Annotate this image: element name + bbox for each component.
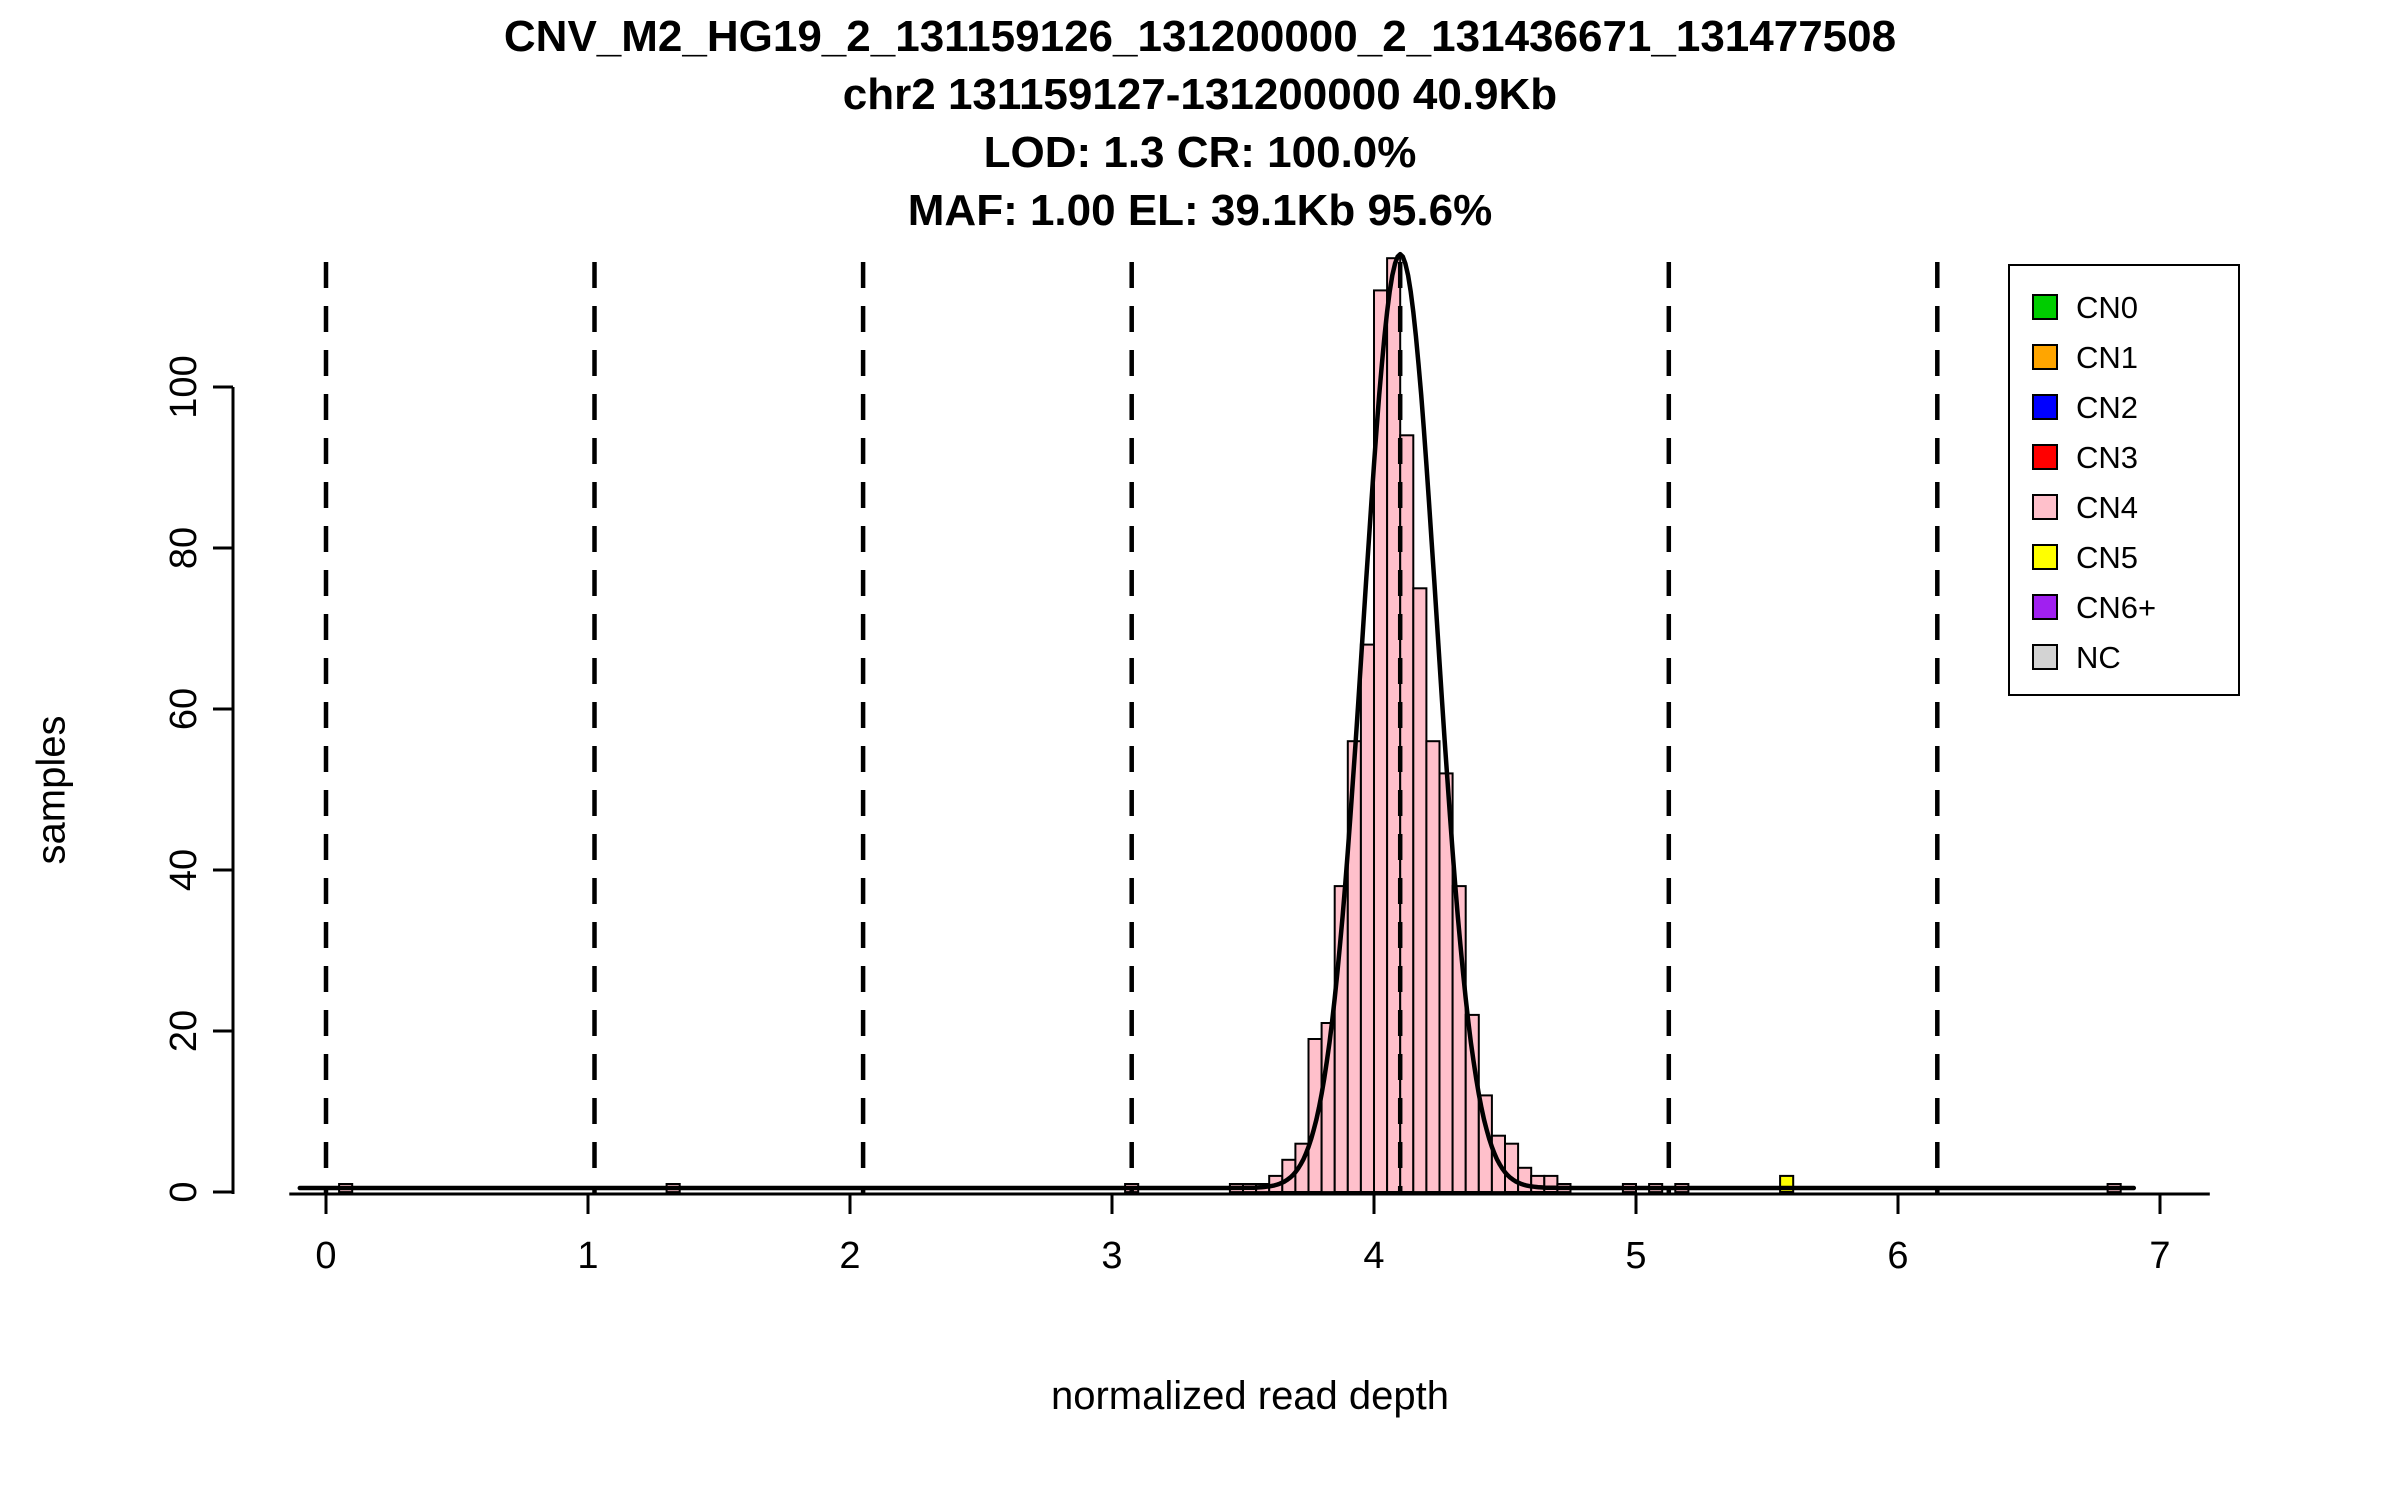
x-tick-label: 5: [1625, 1235, 1646, 1277]
y-axis-title: samples: [29, 715, 74, 865]
legend-label: CN5: [2076, 539, 2139, 575]
legend-label: CN2: [2076, 389, 2139, 425]
legend-item-cn6plus: CN6+: [2032, 582, 2238, 632]
legend-item-cn3: CN3: [2032, 432, 2238, 482]
legend-item-cn5: CN5: [2032, 532, 2238, 582]
legend-item-cn4: CN4: [2032, 482, 2238, 532]
legend-swatch-icon: [2032, 644, 2058, 670]
x-tick-label: 0: [315, 1235, 336, 1277]
histogram-bar: [1412, 587, 1428, 1194]
legend-swatch-icon: [2032, 394, 2058, 420]
plot-subtitle-lod: LOD: 1.3 CR: 100.0%: [983, 128, 1417, 177]
legend-swatch-icon: [2032, 594, 2058, 620]
histogram-bar: [1517, 1166, 1533, 1194]
legend-item-cn2: CN2: [2032, 382, 2238, 432]
x-axis-title: normalized read depth: [1050, 1374, 1450, 1418]
x-tick-label: 1: [577, 1235, 598, 1277]
legend-label: CN0: [2076, 289, 2139, 325]
y-tick-label: 80: [163, 527, 205, 569]
density-curve: [297, 251, 2137, 1191]
legend-item-cn1: CN1: [2032, 332, 2238, 382]
legend-label: CN1: [2076, 339, 2139, 375]
plot-subtitle-region: chr2 131159127-131200000 40.9Kb: [842, 70, 1558, 119]
y-tick-label: 100: [163, 355, 205, 418]
legend-label: CN3: [2076, 439, 2139, 475]
legend-item-cn0: CN0: [2032, 282, 2238, 332]
legend-label: NC: [2076, 639, 2121, 675]
legend-swatch-icon: [2032, 344, 2058, 370]
x-tick-label: 6: [1887, 1235, 1908, 1277]
y-tick-label: 20: [163, 1010, 205, 1052]
legend-item-nc: NC: [2032, 632, 2238, 682]
y-tick-label: 0: [163, 1181, 205, 1202]
legend-swatch-icon: [2032, 494, 2058, 520]
legend-label: CN4: [2076, 489, 2139, 525]
x-tick-label: 3: [1101, 1235, 1122, 1277]
plot-subtitle-maf: MAF: 1.00 EL: 39.1Kb 95.6%: [907, 186, 1493, 235]
copy-number-legend: CN0 CN1 CN2 CN3 CN4 CN5 CN6+ NC: [2008, 264, 2240, 696]
plot-title-block: CNV_M2_HG19_2_131159126_131200000_2_1314…: [0, 8, 2400, 240]
legend-label: CN6+: [2076, 589, 2157, 625]
y-tick-label: 60: [163, 688, 205, 730]
legend-swatch-icon: [2032, 294, 2058, 320]
legend-swatch-icon: [2032, 544, 2058, 570]
histogram-bar: [1504, 1142, 1520, 1193]
histogram-bar: [1359, 643, 1376, 1193]
histogram-bar: [1425, 740, 1441, 1193]
y-tick-label: 40: [163, 849, 205, 891]
x-tick-label: 4: [1363, 1235, 1384, 1277]
x-tick-label: 7: [2149, 1235, 2170, 1277]
plot-title-main: CNV_M2_HG19_2_131159126_131200000_2_1314…: [503, 12, 1897, 61]
x-tick-label: 2: [839, 1235, 860, 1277]
legend-swatch-icon: [2032, 444, 2058, 470]
